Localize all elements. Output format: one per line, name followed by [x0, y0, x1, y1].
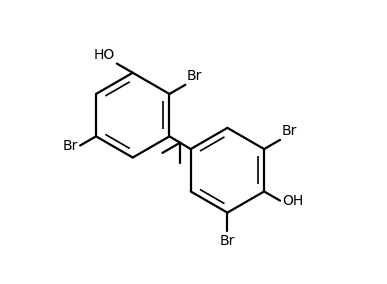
Text: Br: Br: [187, 69, 202, 83]
Text: OH: OH: [282, 194, 303, 208]
Text: Br: Br: [220, 234, 235, 248]
Text: HO: HO: [93, 48, 115, 62]
Text: Br: Br: [281, 124, 297, 139]
Text: Br: Br: [62, 139, 78, 153]
